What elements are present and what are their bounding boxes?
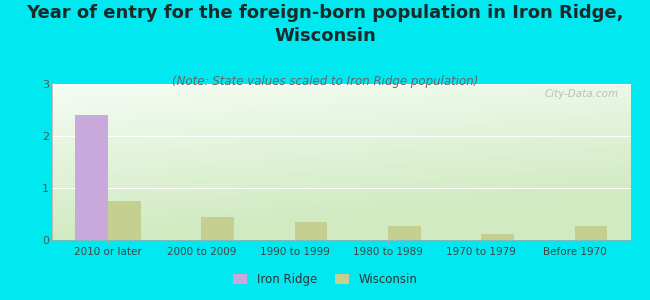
Bar	[575, 226, 607, 240]
Bar	[108, 201, 140, 240]
Text: City-Data.com: City-Data.com	[545, 89, 619, 99]
Bar	[481, 234, 514, 240]
Bar	[75, 115, 108, 240]
Bar	[294, 222, 327, 240]
Bar	[202, 217, 234, 240]
Bar	[388, 226, 421, 240]
Text: Year of entry for the foreign-born population in Iron Ridge,
Wisconsin: Year of entry for the foreign-born popul…	[26, 4, 624, 45]
Text: (Note: State values scaled to Iron Ridge population): (Note: State values scaled to Iron Ridge…	[172, 75, 478, 88]
Legend: Iron Ridge, Wisconsin: Iron Ridge, Wisconsin	[228, 269, 422, 291]
